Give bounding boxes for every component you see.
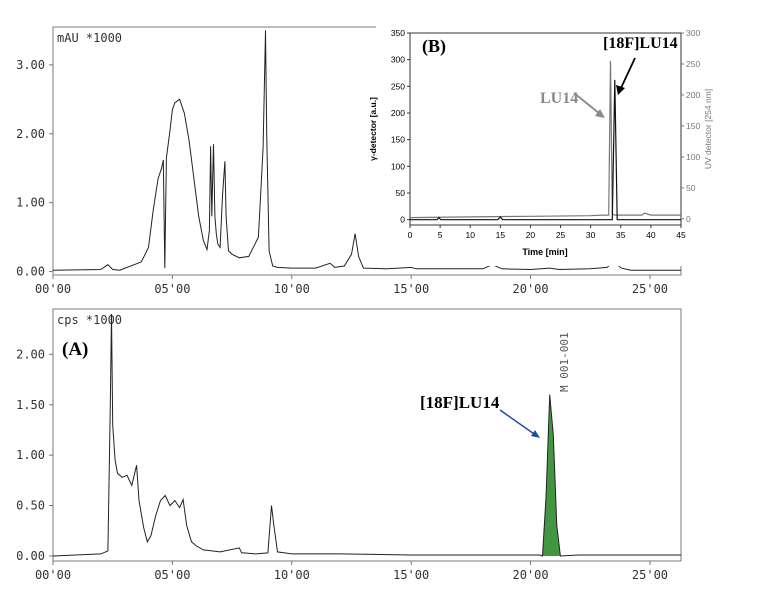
- inset-x-tick-label: 0: [408, 230, 413, 240]
- inset-y-tick-label-right: 0: [686, 214, 691, 224]
- y-tick-label: 0.00: [16, 549, 45, 563]
- x-tick-label: 15'00: [393, 568, 429, 582]
- x-tick-label: 25'00: [632, 282, 668, 296]
- y-tick-label: 2.00: [16, 127, 45, 141]
- y-tick-label: 1.00: [16, 448, 45, 462]
- inset-x-tick-label: 35: [616, 230, 626, 240]
- x-tick-label: 15'00: [393, 282, 429, 296]
- inset-y-tick-label-left: 150: [391, 135, 405, 145]
- inset-y-tick-label-left: 250: [391, 81, 405, 91]
- inset-ylabel-left: γ-detector [a.u.]: [368, 97, 378, 161]
- y-tick-label: 3.00: [16, 58, 45, 72]
- inset-uv-annotation: LU14: [540, 90, 578, 107]
- inset-y-tick-label-left: 200: [391, 108, 405, 118]
- x-tick-label: 00'00: [35, 282, 71, 296]
- inset-gamma-arrow: [620, 57, 636, 89]
- inset-gamma-trace: [410, 79, 681, 221]
- radio-arrow-head: [531, 430, 540, 438]
- x-tick-label: 20'00: [513, 282, 549, 296]
- radio-peak-annotation: [18F]LU14: [420, 393, 500, 412]
- radio-trace: [52, 313, 681, 557]
- radio-unit-label: cps *1000: [57, 313, 122, 327]
- x-tick-label: 25'00: [632, 568, 668, 582]
- inset-plot-frame: [409, 32, 682, 226]
- x-tick-label: 05'00: [154, 282, 190, 296]
- y-tick-label: 2.00: [16, 347, 45, 361]
- x-tick-label: 00'00: [35, 568, 71, 582]
- radio-annotation-arrow: [499, 409, 538, 437]
- inset-y-tick-label-right: 150: [686, 121, 700, 131]
- inset-y-tick-label-left: 300: [391, 55, 405, 65]
- y-tick-label: 1.50: [16, 398, 45, 412]
- inset-y-tick-label-left: 100: [391, 161, 405, 171]
- inset-y-tick-label-left: 50: [396, 188, 406, 198]
- inset-uv-trace: [409, 60, 681, 219]
- inset-gamma-arrow-head: [616, 85, 625, 95]
- inset-x-tick-label: 40: [646, 230, 656, 240]
- x-tick-label: 10'00: [274, 568, 310, 582]
- inset-background: [376, 26, 701, 266]
- inset-y-tick-label-left: 0: [400, 215, 405, 225]
- inset-xlabel: Time [min]: [522, 247, 567, 257]
- y-tick-label: 1.00: [16, 196, 45, 210]
- inset-x-tick-label: 5: [438, 230, 443, 240]
- inset-y-tick-label-right: 50: [686, 183, 696, 193]
- inset-uv-arrow-head: [595, 109, 605, 118]
- inset-uv-arrow: [573, 92, 601, 115]
- inset-y-tick-label-right: 300: [686, 28, 700, 38]
- inset-x-tick-label: 25: [556, 230, 566, 240]
- inset-x-tick-label: 15: [496, 230, 506, 240]
- inset-x-tick-label: 45: [676, 230, 686, 240]
- inset-x-tick-label: 20: [526, 230, 536, 240]
- panel-b-label: (B): [422, 36, 446, 57]
- inset-gamma-annotation: [18F]LU14: [603, 35, 678, 52]
- x-tick-label: 20'00: [513, 568, 549, 582]
- y-tick-label: 0.50: [16, 499, 45, 513]
- x-tick-label: 05'00: [154, 568, 190, 582]
- radio-chromatogram-panel: cps *1000 (A) 0.00 0.50 1.00 1.50 2.00 00'00…: [16, 308, 682, 582]
- uv-trace: [52, 30, 681, 271]
- inset-x-tick-label: 10: [465, 230, 475, 240]
- inset-y-tick-label-right: 200: [686, 90, 700, 100]
- inset-x-tick-label: 30: [586, 230, 596, 240]
- y-tick-label: 0.00: [16, 265, 45, 279]
- x-tick-label: 10'00: [274, 282, 310, 296]
- uv-unit-label: mAU *1000: [57, 31, 122, 45]
- inset-y-tick-label-right: 250: [686, 59, 700, 69]
- inset-y-tick-label-right: 100: [686, 152, 700, 162]
- radio-plot-frame: [52, 308, 682, 562]
- panel-a-label: (A): [62, 339, 88, 360]
- inset-ylabel-right: UV detector [254 nm]: [703, 89, 713, 169]
- peak-id-label: M 001-001: [558, 332, 571, 392]
- uv-chromatogram-panel: mAU *1000 0.00 1.00 2.00 3.00 00'00 05'00 10'…: [16, 26, 682, 296]
- inset-y-tick-label-left: 350: [391, 28, 405, 38]
